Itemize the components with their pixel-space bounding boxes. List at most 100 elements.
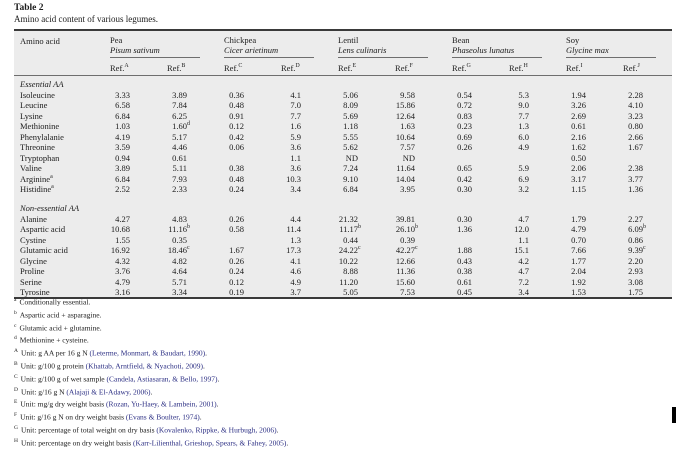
table-row: Proline 3.76 4.64 0.24 4.6 8.88 11.36 0.38 4.7 2.…: [14, 266, 672, 276]
value-cell: 4.46: [159, 142, 216, 152]
value-number: 2.38: [628, 163, 644, 173]
value-cell: 4.6: [273, 266, 330, 276]
value-cell: 4.2: [501, 255, 558, 266]
value-cell: ND: [387, 152, 444, 163]
value-cell: 2.04: [558, 266, 615, 276]
value-number: 0.26: [229, 255, 245, 266]
legume-species-name: Glycine max: [566, 44, 609, 55]
value-number: 4.4: [290, 213, 302, 224]
value-cell: 0.61: [444, 276, 501, 287]
value-number: 4.10: [628, 100, 644, 110]
citation-link[interactable]: (Kovalenko, Rippke, & Hurbugh, 2006): [156, 425, 277, 435]
value-number: 2.16: [571, 131, 587, 142]
value-number: 3.34: [172, 286, 187, 297]
value-cell: 2.16: [558, 131, 615, 142]
value-number: 1.75: [628, 286, 644, 297]
value-number: 0.72: [457, 100, 473, 110]
value-number: 1.63: [400, 121, 416, 131]
value-cell: 0.61: [159, 152, 216, 163]
table-title-block: Table 2 Amino acid content of various le…: [14, 3, 672, 25]
value-number: 15.86: [395, 100, 416, 110]
value-cell: 0.50: [558, 152, 615, 163]
footnote-marker: H: [14, 437, 18, 444]
value-cell: 0.42: [216, 131, 273, 142]
value-number: 0.19: [229, 286, 245, 297]
citation-link[interactable]: (Evans & Boulter, 1974): [125, 412, 200, 422]
value-number: 1.88: [457, 245, 473, 255]
column-group-underline: Lentil Lens culinaris: [338, 35, 429, 58]
value-number: 1.03: [115, 121, 130, 131]
value-number: 2.33: [172, 184, 187, 194]
value-number: 6.25: [172, 110, 187, 121]
value-number: 3.6: [290, 142, 302, 152]
value-cell: 10.22: [330, 255, 387, 266]
section-title-row: Essential AA: [14, 76, 672, 89]
value-cell: 4.82: [159, 255, 216, 266]
value-number: 0.61: [571, 121, 587, 131]
amino-acid-name-cell: Histidinea: [20, 184, 54, 194]
citation-link[interactable]: (Alajaji & El-Adawy, 2006): [66, 387, 151, 397]
value-number: 7.84: [172, 100, 187, 110]
value-cell: 5.3: [501, 89, 558, 100]
value-cell: 0.80: [615, 121, 672, 131]
value-cell: 15.1: [501, 245, 558, 255]
ref-superscript: J: [637, 63, 640, 70]
value-cell: 42.27c: [387, 245, 444, 255]
value-cell: 11.4: [273, 224, 330, 234]
value-cell: 0.69: [444, 131, 501, 142]
value-number: 15.1: [514, 245, 530, 255]
legume-species-name: Cicer arietinum: [224, 44, 279, 55]
value-number: 3.26: [571, 100, 587, 110]
value-cell: 0.58: [216, 224, 273, 234]
value-cell: 0.42: [444, 173, 501, 184]
value-cell: 9.0: [501, 100, 558, 110]
value-cell: 1.92: [558, 276, 615, 287]
legume-common-name: Chickpea: [224, 35, 257, 45]
footnote-line: C Unit: g/100 g of wet sample (Candela, A…: [14, 373, 220, 384]
value-cell: 1.63: [387, 121, 444, 131]
value-number: 0.38: [229, 163, 245, 173]
citation-link[interactable]: (Leterme, Monmart, & Baudart, 1990): [89, 348, 206, 358]
ref-superscript: I: [580, 63, 583, 70]
footnote-line: a Conditionally essential.: [14, 297, 91, 307]
value-number: 4.7: [518, 266, 530, 276]
citation-link[interactable]: (Candela, Astiasaran, & Bello, 1997): [106, 374, 218, 384]
ref-header-C: Ref.C: [216, 58, 274, 76]
value-cell: 3.89: [102, 163, 159, 173]
value-cell: 3.6: [273, 163, 330, 173]
value-cell: 4.19: [102, 131, 159, 142]
footnote-marker: d: [14, 335, 17, 342]
value-number: 1.67: [628, 142, 644, 152]
value-number: 4.27: [115, 213, 130, 224]
footnote-marker: a: [14, 297, 17, 303]
footnote-ref-superscript: a: [50, 173, 53, 180]
citation-link[interactable]: (Rozan, Yu-Haey, & Lambein, 2001): [106, 399, 217, 409]
value-number: 10.68: [110, 224, 130, 234]
value-cell: 10.68: [102, 224, 159, 234]
value-cell: 1.6: [273, 121, 330, 131]
table-row: Valine 3.89 5.11 0.38 3.6 7.24 11.64 0.65 5.9 2.0…: [14, 163, 672, 173]
value-cell: [501, 152, 558, 163]
value-number: 0.06: [229, 142, 245, 152]
value-cell: 17.3: [273, 245, 330, 255]
value-cell: 7.2: [501, 276, 558, 287]
value-cell: 1.55: [102, 234, 159, 245]
value-cell: 10.64: [387, 131, 444, 142]
value-cell: 5.69: [330, 110, 387, 121]
value-cell: 3.77: [615, 173, 672, 184]
footnote-line: b Aspartic acid + asparagine.: [14, 309, 102, 320]
value-cell: 0.24: [216, 266, 273, 276]
table-row: Leucine 6.58 7.84 0.48 7.0 8.09 15.86 0.72 9.0 3.…: [14, 100, 672, 110]
value-number: 7.53: [400, 286, 416, 297]
value-number: 9.58: [400, 89, 416, 100]
citation-link[interactable]: (Karr-Lilienthal, Grieshop, Spears, & Fa…: [133, 438, 287, 448]
footnote-ref-superscript: b: [643, 224, 647, 231]
citation-link[interactable]: (Khattab, Arntfield, & Nyachoti, 2009): [85, 361, 203, 371]
value-number: 7.7: [518, 110, 530, 121]
value-cell: 0.43: [444, 255, 501, 266]
value-cell: 0.30: [444, 184, 501, 194]
footnote-marker: D: [14, 386, 18, 393]
footnote-marker: b: [14, 309, 17, 316]
value-number: 5.11: [172, 163, 187, 173]
